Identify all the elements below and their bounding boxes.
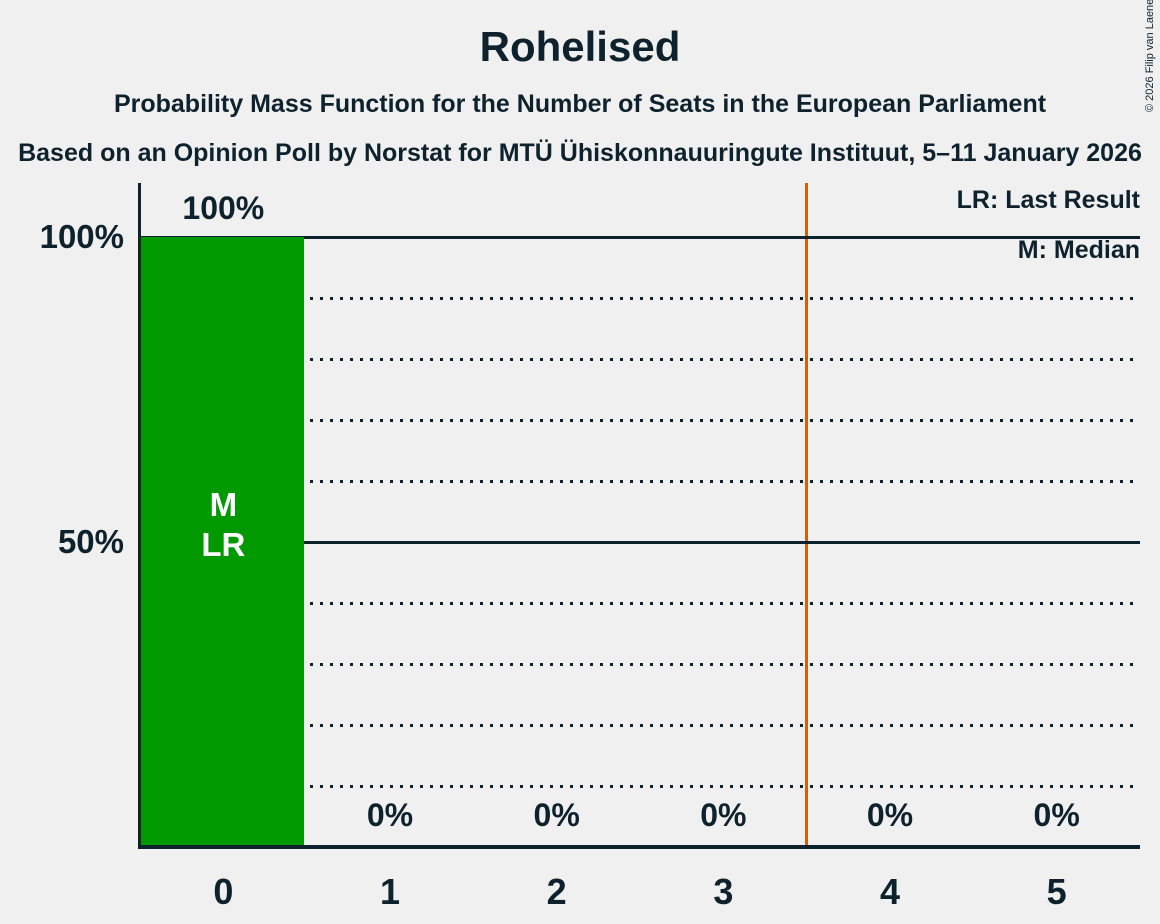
y-axis-line bbox=[138, 183, 141, 849]
x-axis-line bbox=[138, 845, 1140, 849]
y-tick-label: 100% bbox=[39, 218, 124, 255]
value-label: 0% bbox=[866, 797, 914, 833]
gridline-dotted bbox=[140, 724, 1140, 727]
gridline-dotted bbox=[140, 480, 1140, 483]
bar-annotation-line: M bbox=[209, 486, 238, 523]
x-tick-label: 4 bbox=[879, 871, 901, 912]
gridline-dotted bbox=[140, 663, 1140, 666]
bar-annotation: M LR bbox=[201, 485, 245, 565]
gridline-dotted bbox=[140, 297, 1140, 300]
value-label: 0% bbox=[366, 797, 414, 833]
value-label: 0% bbox=[700, 797, 747, 833]
chart-source-line: Based on an Opinion Poll by Norstat for … bbox=[18, 139, 1142, 167]
chart-title: Rohelised bbox=[479, 23, 681, 70]
gridline-dotted bbox=[140, 358, 1140, 361]
value-label: 100% bbox=[182, 190, 265, 226]
chart-subtitle: Probability Mass Function for the Number… bbox=[113, 90, 1047, 118]
legend-median: M: Median bbox=[1017, 236, 1140, 264]
x-tick-label: 3 bbox=[713, 871, 734, 912]
x-tick-label: 1 bbox=[379, 871, 401, 912]
majority-line bbox=[805, 183, 809, 847]
bar-annotation-line: LR bbox=[201, 526, 246, 563]
gridline-dotted bbox=[140, 602, 1140, 605]
bar bbox=[140, 237, 305, 847]
legend-last-result: LR: Last Result bbox=[956, 186, 1140, 214]
gridline-dotted bbox=[140, 785, 1140, 788]
x-tick-label: 0 bbox=[213, 871, 234, 912]
value-label: 0% bbox=[533, 797, 580, 833]
y-tick-label: 50% bbox=[57, 523, 124, 560]
gridline-solid bbox=[140, 236, 1140, 239]
x-tick-label: 5 bbox=[1046, 871, 1067, 912]
x-tick-label: 2 bbox=[546, 871, 567, 912]
value-label: 0% bbox=[1033, 797, 1080, 833]
gridline-dotted bbox=[140, 419, 1140, 422]
gridline-solid bbox=[140, 541, 1140, 544]
